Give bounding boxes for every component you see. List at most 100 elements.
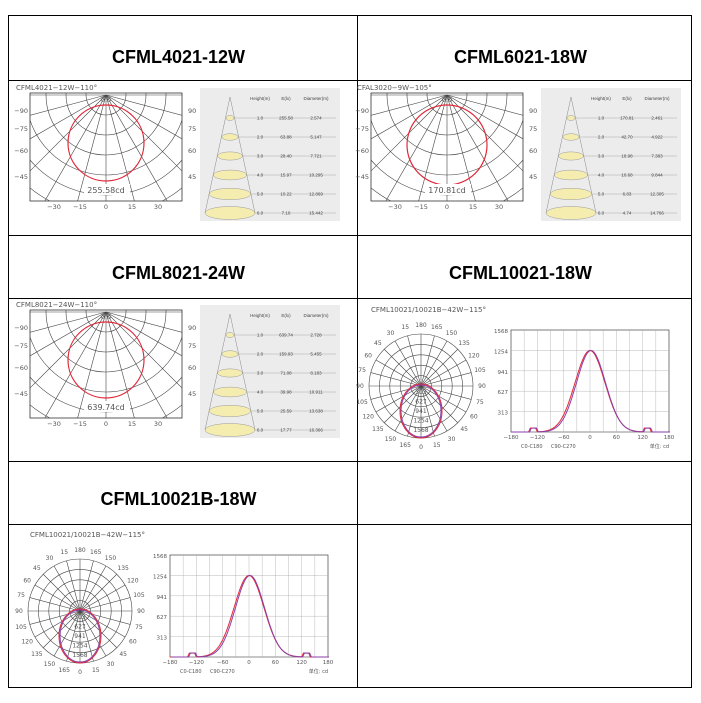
angle-label: 0.0	[442, 96, 452, 104]
peak-intensity: 170.81cd	[428, 186, 465, 195]
photometric-panel: CFML8021−24W−110° 0.0 −90 −75 −60 −45 90 75 60 45…	[12, 298, 346, 448]
product-title: CFML8021-24W	[111, 262, 246, 283]
grid-ray	[446, 94, 509, 201]
angle-label: 105	[474, 367, 486, 374]
light-cone-ellipse	[213, 386, 247, 398]
angle-label: 60	[188, 364, 196, 372]
grid-ray	[105, 311, 182, 333]
row-divider	[9, 298, 691, 299]
table-header: Diameter(m)	[303, 96, 329, 101]
x-tick-label: −180	[503, 435, 519, 441]
grid-ray	[420, 385, 448, 432]
angle-label: 165	[90, 549, 102, 556]
grid-ray	[77, 311, 107, 418]
table-cell: 9.844	[651, 173, 663, 178]
x-tick-label: 120	[296, 660, 307, 666]
table-header: Height(m)	[250, 313, 270, 318]
grid-ray	[105, 94, 182, 140]
grid-ray	[375, 385, 422, 413]
grid-ray	[30, 94, 107, 116]
table-cell: 10.22	[280, 192, 292, 197]
polar-grid	[368, 333, 474, 439]
grid-ray	[105, 94, 135, 201]
grid-ray	[77, 94, 107, 201]
angle-label: 15	[128, 420, 136, 428]
angle-label: 60	[470, 414, 478, 421]
grid-ray	[371, 94, 448, 116]
radial-label: 313	[415, 389, 427, 396]
grid-ray	[420, 385, 467, 413]
angle-label: −30	[388, 203, 402, 211]
table-cell: 639.74	[279, 333, 293, 338]
peak-bg	[425, 184, 471, 195]
light-cone-ellipse	[566, 115, 576, 121]
photometric-panel: CFML10021/10021B−42W−115° 313 627 941 1254 15…	[12, 525, 346, 683]
table-header: E(lx)	[281, 96, 291, 101]
legend-c0-c180: C0-C180	[521, 444, 543, 450]
table-cell: 5.147	[310, 135, 322, 140]
x-tick-label: −120	[530, 435, 546, 441]
cone-edge	[570, 96, 597, 214]
light-cone-ellipse	[225, 332, 235, 338]
radial-label: 313	[74, 614, 86, 621]
angle-label: 180	[74, 547, 86, 554]
x-tick-label: −180	[162, 660, 178, 666]
table-cell: 4.922	[651, 135, 663, 140]
curve-label: CFML10021/10021B−42W−115°	[30, 531, 145, 539]
y-tick-label: 1254	[494, 349, 508, 355]
angle-label: 60	[529, 147, 537, 155]
intensity-diagram: CFML4021−12W−110° 0.0 −90 −75 −60 −45 90 75 60 45…	[14, 84, 340, 221]
angle-label: 15	[128, 203, 136, 211]
angle-label: 165	[58, 667, 70, 674]
light-cone-ellipse	[562, 133, 580, 141]
table-cell: 14.766	[650, 211, 664, 216]
angle-label: 60	[188, 147, 196, 155]
table-cell: 4.74	[623, 211, 632, 216]
grid-ray	[420, 349, 458, 387]
table-header: Height(m)	[591, 96, 611, 101]
table-cell: 7.721	[310, 154, 322, 159]
grid-ray	[420, 335, 435, 387]
angle-label: −45	[14, 390, 28, 398]
legend-c0-c180: C0-C180	[180, 669, 202, 675]
table-cell: 4.0	[257, 390, 264, 395]
table-cell: 28.40	[280, 154, 292, 159]
angle-label: −90	[355, 107, 369, 115]
peak-bg	[84, 184, 130, 195]
table-cell: 2.728	[310, 333, 322, 338]
radial-label: 627	[415, 399, 427, 406]
table-cell: 5.0	[598, 192, 605, 197]
light-cone-ellipse	[208, 188, 252, 200]
x-tick-label: −120	[189, 660, 205, 666]
table-cell: 3.0	[257, 154, 264, 159]
product-title: CFML10021B-18W	[100, 488, 257, 509]
grid-ray	[446, 94, 523, 140]
table-cell: 10.295	[309, 173, 323, 178]
angle-label: −30	[47, 203, 61, 211]
row-divider	[9, 524, 691, 525]
intensity-curve	[400, 384, 442, 438]
grid-ray	[79, 560, 94, 612]
y-tick-label: 1568	[494, 329, 508, 335]
grid-ray	[43, 610, 81, 648]
angle-label: −90	[14, 107, 28, 115]
grid-ray	[105, 94, 182, 116]
table-cell: 255.58	[279, 116, 293, 121]
intensity-curve-c90	[512, 349, 670, 433]
angle-label: −90	[14, 324, 28, 332]
radial-label: 941	[415, 408, 427, 415]
grid-ray	[105, 311, 182, 357]
angle-label: −75	[14, 342, 28, 350]
angle-label: 15	[469, 203, 477, 211]
table-cell: 1.0	[598, 116, 605, 121]
light-cone-ellipse	[204, 423, 256, 437]
angle-label: 75	[135, 624, 143, 631]
angle-label: −75	[14, 125, 28, 133]
angle-label: 75	[188, 125, 196, 133]
intensity-curve	[67, 321, 145, 399]
product-title: CFML4021-12W	[111, 46, 246, 67]
x-tick-label: −60	[217, 660, 229, 666]
curve-label: CFML10021/10021B−42W−115°	[371, 306, 486, 314]
light-cone-ellipse	[549, 188, 593, 200]
table-cell: 39.98	[280, 390, 292, 395]
